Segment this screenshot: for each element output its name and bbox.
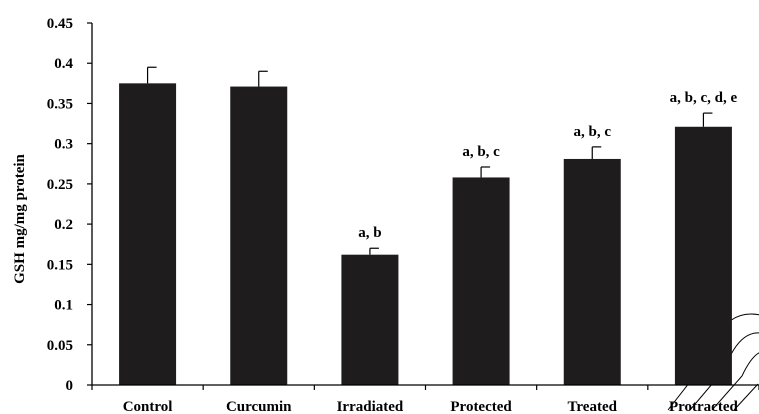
bar-irradiated bbox=[341, 254, 399, 385]
y-tick-label: 0.3 bbox=[54, 137, 73, 153]
bar-protracted bbox=[674, 126, 732, 386]
x-category-label: Treated bbox=[568, 399, 618, 414]
y-tick-label: 0.4 bbox=[54, 56, 73, 72]
significance-label: a, b, c bbox=[462, 144, 500, 160]
x-category-label: Protected bbox=[450, 399, 512, 414]
x-category-label: Control bbox=[123, 399, 173, 414]
x-category-label: Protracted bbox=[669, 399, 739, 414]
y-axis: 0 0.05 0.1 0.15 0.2 0.25 0.3 0.35 0.4 0.45 bbox=[47, 16, 93, 394]
y-tick-label: 0.1 bbox=[54, 298, 73, 314]
significance-label: a, b, c bbox=[574, 124, 612, 140]
y-tick-label: 0.05 bbox=[47, 338, 73, 354]
x-axis: Control Curcumin Irradiated Protected Treate… bbox=[91, 384, 759, 414]
y-tick-label: 0.45 bbox=[47, 16, 73, 32]
x-category-label: Irradiated bbox=[337, 399, 404, 414]
y-tick-label: 0 bbox=[66, 378, 74, 394]
bar-treated bbox=[563, 158, 621, 385]
y-tick-label: 0.25 bbox=[47, 177, 73, 193]
x-category-label: Curcumin bbox=[226, 399, 292, 414]
y-axis-title: GSH mg/mg protein bbox=[12, 153, 28, 283]
significance-label: a, b bbox=[358, 225, 381, 241]
y-tick-label: 0.2 bbox=[54, 217, 73, 233]
y-tick-label: 0.35 bbox=[47, 96, 73, 112]
bars-layer: a, b a, b, c a, b, c a, b, c, d, e bbox=[119, 66, 738, 386]
y-tick-label: 0.15 bbox=[47, 257, 73, 273]
significance-label: a, b, c, d, e bbox=[670, 90, 738, 106]
bar-control bbox=[119, 83, 177, 385]
bar-protected bbox=[452, 177, 510, 385]
bar-curcumin bbox=[230, 86, 288, 385]
